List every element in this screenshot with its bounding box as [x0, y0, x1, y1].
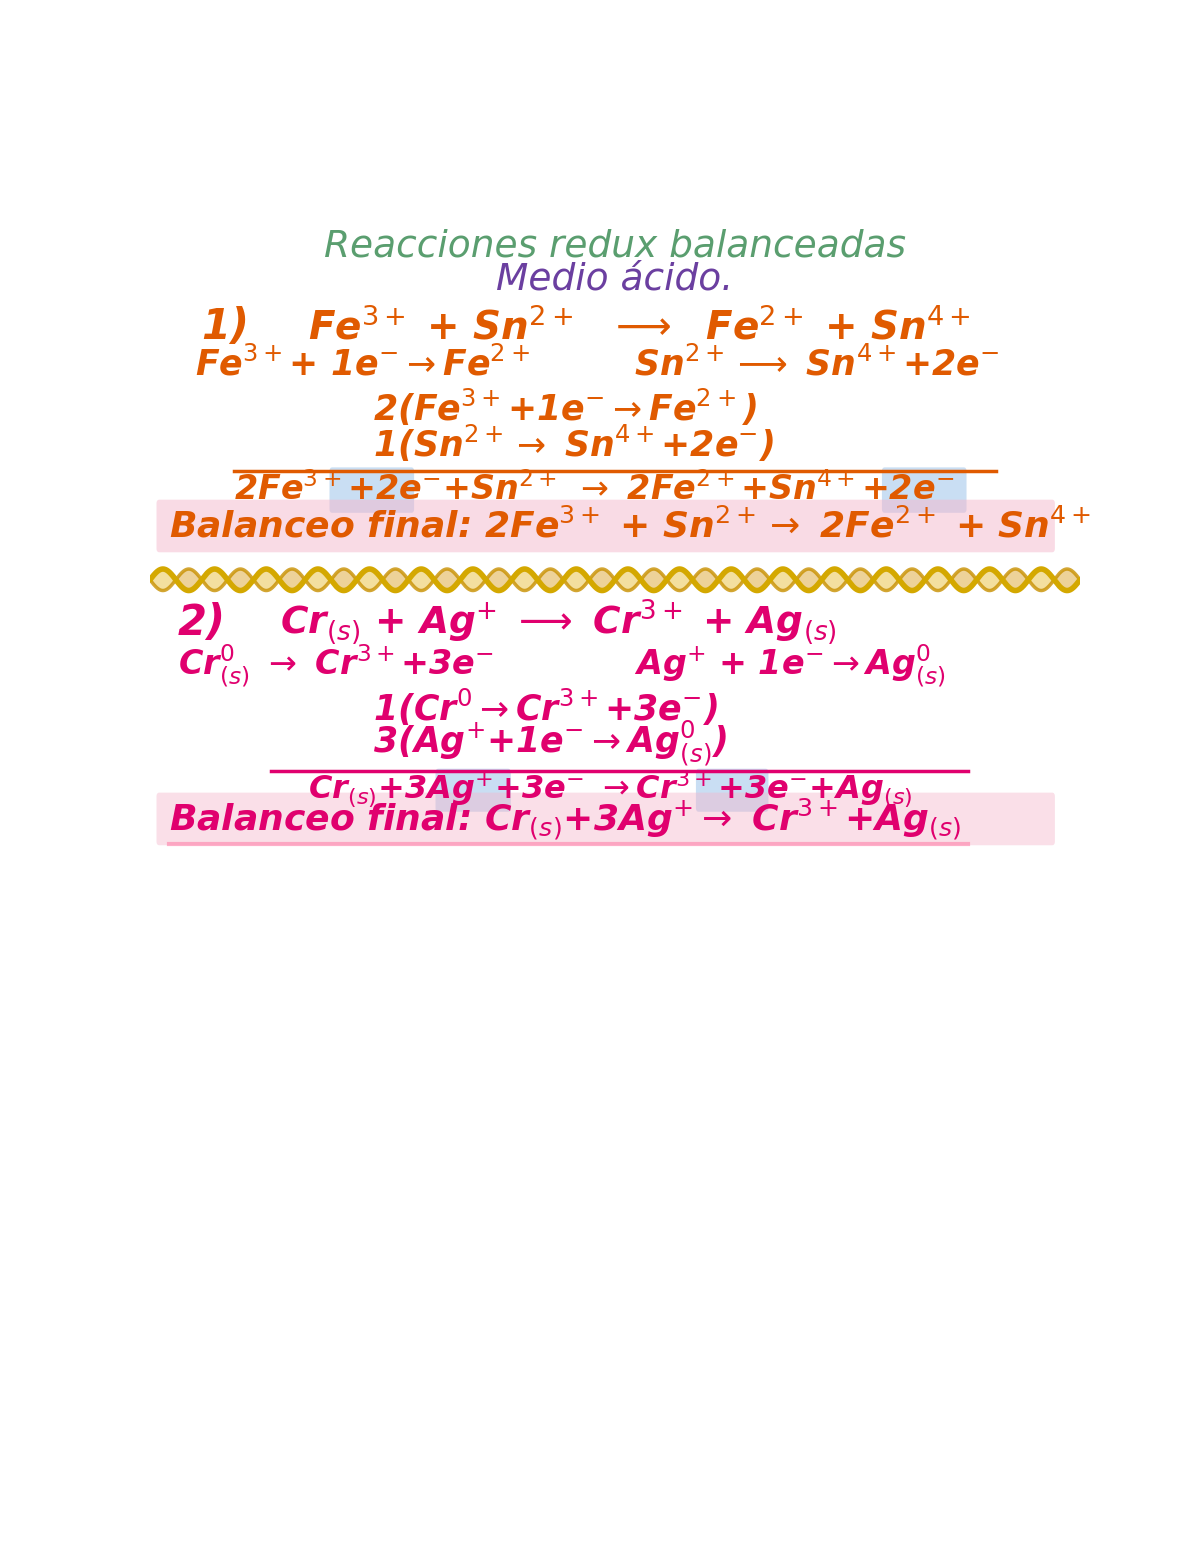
- Text: Cr$_{(s)}$+3Ag$^{+}$+3e$^{-}$ $\rightarrow$Cr$^{3+}$+3e$^{-}$+Ag$_{(s)}$: Cr$_{(s)}$+3Ag$^{+}$+3e$^{-}$ $\rightarr…: [308, 769, 913, 809]
- Text: Medio ácido.: Medio ácido.: [497, 261, 733, 298]
- Text: 1(Sn$^{2+}$$\rightarrow$ Sn$^{4+}$+2e$^{-}$): 1(Sn$^{2+}$$\rightarrow$ Sn$^{4+}$+2e$^{…: [373, 422, 774, 464]
- Text: Cr$_{(s)}$ + Ag$^{+}$ $\longrightarrow$ Cr$^{3+}$ + Ag$_{(s)}$: Cr$_{(s)}$ + Ag$^{+}$ $\longrightarrow$ …: [281, 598, 838, 648]
- Text: 2(Fe$^{3+}$+1e$^{-}$$\rightarrow$Fe$^{2+}$): 2(Fe$^{3+}$+1e$^{-}$$\rightarrow$Fe$^{2+…: [373, 387, 757, 429]
- FancyBboxPatch shape: [330, 467, 414, 512]
- FancyBboxPatch shape: [436, 769, 511, 812]
- Text: Cr$^{0}_{(s)}$ $\rightarrow$ Cr$^{3+}$+3e$^{-}$: Cr$^{0}_{(s)}$ $\rightarrow$ Cr$^{3+}$+3…: [178, 643, 494, 690]
- Text: 2): 2): [178, 603, 226, 644]
- Text: Fe$^{3+}$ + Sn$^{2+}$  $\longrightarrow$  Fe$^{2+}$ + Sn$^{4+}$: Fe$^{3+}$ + Sn$^{2+}$ $\longrightarrow$ …: [308, 307, 971, 348]
- Text: Reacciones redux balanceadas: Reacciones redux balanceadas: [324, 228, 906, 264]
- FancyBboxPatch shape: [156, 792, 1055, 845]
- FancyBboxPatch shape: [156, 500, 1055, 553]
- Text: 1): 1): [202, 306, 250, 348]
- Text: Fe$^{3+}$+ 1e$^{-}$$\rightarrow$Fe$^{2+}$: Fe$^{3+}$+ 1e$^{-}$$\rightarrow$Fe$^{2+}…: [194, 346, 529, 382]
- Text: 2Fe$^{3+}$+2e$^{-}$+Sn$^{2+}$ $\rightarrow$ 2Fe$^{2+}$+Sn$^{4+}$+2e$^{-}$: 2Fe$^{3+}$+2e$^{-}$+Sn$^{2+}$ $\rightarr…: [234, 472, 954, 508]
- FancyBboxPatch shape: [696, 769, 768, 812]
- Text: 1(Cr$^{0}$$\rightarrow$Cr$^{3+}$+3e$^{-}$): 1(Cr$^{0}$$\rightarrow$Cr$^{3+}$+3e$^{-}…: [373, 686, 718, 728]
- Text: Balanceo final: 2Fe$^{3+}$ + Sn$^{2+}$$\rightarrow$ 2Fe$^{2+}$ + Sn$^{4+}$: Balanceo final: 2Fe$^{3+}$ + Sn$^{2+}$$\…: [168, 508, 1091, 544]
- Text: Ag$^{+}$ + 1e$^{-}$$\rightarrow$Ag$^{0}_{(s)}$: Ag$^{+}$ + 1e$^{-}$$\rightarrow$Ag$^{0}_…: [634, 643, 946, 690]
- Text: 3(Ag$^{+}$+1e$^{-}$$\rightarrow$Ag$^{0}_{(s)}$): 3(Ag$^{+}$+1e$^{-}$$\rightarrow$Ag$^{0}_…: [373, 719, 727, 769]
- Text: Balanceo final: Cr$_{(s)}$+3Ag$^{+}$$\rightarrow$ Cr$^{3+}$+Ag$_{(s)}$: Balanceo final: Cr$_{(s)}$+3Ag$^{+}$$\ri…: [168, 797, 961, 842]
- FancyBboxPatch shape: [882, 467, 966, 512]
- Text: Sn$^{2+}$$\longrightarrow$ Sn$^{4+}$+2e$^{-}$: Sn$^{2+}$$\longrightarrow$ Sn$^{4+}$+2e$…: [634, 346, 998, 382]
